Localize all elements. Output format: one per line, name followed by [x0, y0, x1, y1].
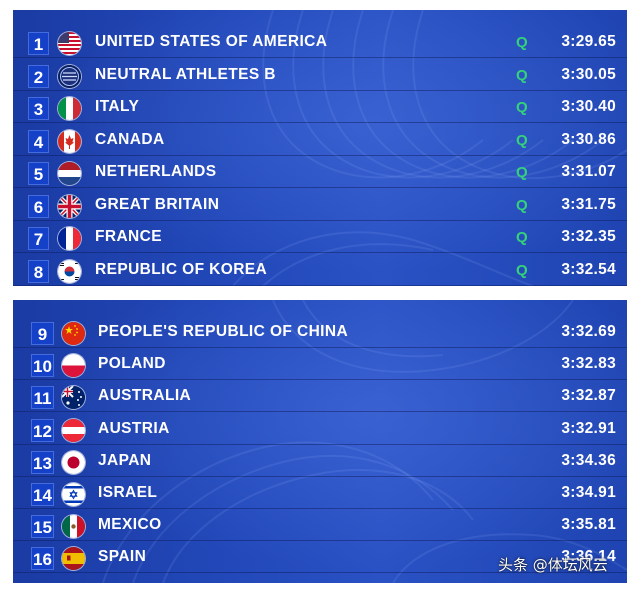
austria-flag-icon: [62, 418, 85, 442]
result-row: 5 NETHERLANDS Q 3:31.07: [13, 158, 627, 188]
result-row: 11 AUSTRALIA 3:32.87: [13, 382, 627, 413]
result-row: 8 REPUBLIC OF KOREA Q 3:32.54: [13, 256, 627, 286]
rank-badge: 9: [31, 322, 54, 345]
usa-flag-icon: [58, 32, 81, 55]
country-name: ISRAEL: [98, 484, 158, 501]
rank-badge: 10: [31, 354, 54, 378]
country-name: JAPAN: [98, 451, 152, 469]
result-row: 4 CANADA Q 3:30.86: [13, 126, 627, 156]
result-row: 3 ITALY Q 3:30.40: [13, 93, 627, 123]
australia-flag-icon: [62, 386, 85, 410]
result-time: 3:30.05: [561, 65, 616, 83]
qualified-mark: Q: [516, 196, 528, 214]
qualified-mark: Q: [516, 99, 528, 116]
result-row: 14 ISRAEL 3:34.91: [13, 479, 627, 509]
mexico-flag-icon: [62, 515, 85, 539]
country-name: MEXICO: [98, 516, 162, 534]
qualified-results-panel: 1 UNITED STATES OF AMERICA Q 3:29.65 2 NEUTRA…: [13, 10, 627, 286]
rank-badge: 5: [28, 162, 49, 185]
country-name: UNITED STATES OF AMERICA: [95, 33, 328, 50]
country-name: PEOPLE'S REPUBLIC OF CHINA: [98, 323, 349, 340]
result-row: 2 NEUTRAL ATHLETES B Q 3:30.05: [13, 61, 627, 91]
rank-badge: 13: [31, 450, 54, 474]
qualified-mark: Q: [516, 131, 528, 149]
rank-badge: 3: [28, 97, 49, 120]
result-time: 3:30.86: [561, 130, 616, 148]
result-row: 10 POLAND 3:32.83: [13, 350, 627, 381]
result-time: 3:34.91: [561, 484, 616, 501]
rank-badge: 7: [28, 227, 49, 250]
other-results-panel: 9 PEOPLE'S REPUBLIC OF CHINA 3:32.69 10 POLA…: [13, 300, 627, 583]
country-name: GREAT BRITAIN: [95, 195, 220, 213]
result-time: 3:32.35: [561, 228, 616, 245]
china-flag-icon: [62, 322, 85, 345]
rank-badge: 6: [28, 194, 49, 218]
france-flag-icon: [58, 227, 81, 250]
rank-badge: 14: [31, 483, 54, 506]
great-britain-flag-icon: [58, 194, 81, 218]
country-name: AUSTRALIA: [98, 387, 192, 405]
country-name: ITALY: [95, 98, 140, 115]
canada-flag-icon: [58, 129, 81, 153]
rank-badge: 16: [31, 547, 54, 571]
netherlands-flag-icon: [58, 162, 81, 185]
qualified-mark: Q: [516, 66, 528, 84]
result-time: 3:35.81: [561, 516, 616, 534]
italy-flag-icon: [58, 97, 81, 120]
country-name: NEUTRAL ATHLETES B: [95, 65, 276, 83]
rank-badge: 1: [28, 32, 49, 55]
rank-badge: 2: [28, 64, 49, 88]
result-row: 7 FRANCE Q 3:32.35: [13, 223, 627, 253]
country-name: FRANCE: [95, 228, 162, 245]
result-time: 3:32.69: [561, 323, 616, 340]
spain-flag-icon: [62, 547, 85, 571]
result-time: 3:32.87: [561, 387, 616, 405]
country-name: CANADA: [95, 130, 165, 148]
korea-flag-icon: [58, 259, 81, 283]
result-row: 15 MEXICO 3:35.81: [13, 511, 627, 542]
japan-flag-icon: [62, 450, 85, 474]
rank-badge: 4: [28, 129, 49, 153]
rank-badge: 12: [31, 418, 54, 442]
qualified-mark: Q: [516, 164, 528, 181]
country-name: REPUBLIC OF KOREA: [95, 260, 268, 278]
result-time: 3:36.14: [561, 548, 616, 566]
watermark: 头条 @体坛风云: [498, 556, 608, 574]
qualified-mark: Q: [516, 229, 528, 246]
result-row: 13 JAPAN 3:34.36: [13, 447, 627, 477]
country-name: POLAND: [98, 355, 166, 373]
country-name: SPAIN: [98, 548, 147, 566]
result-time: 3:32.83: [561, 355, 616, 373]
rank-badge: 15: [31, 515, 54, 539]
rank-badge: 11: [31, 386, 54, 410]
qualified-mark: Q: [516, 261, 528, 279]
result-time: 3:32.91: [561, 419, 616, 437]
result-time: 3:32.54: [561, 260, 616, 278]
result-row: 12 AUSTRIA 3:32.91: [13, 415, 627, 445]
result-time: 3:34.36: [561, 451, 616, 469]
rank-badge: 8: [28, 259, 49, 283]
neutral-athletes-flag-icon: [58, 64, 81, 88]
poland-flag-icon: [62, 354, 85, 378]
result-row: 6 GREAT BRITAIN Q 3:31.75: [13, 191, 627, 221]
result-row: 9 PEOPLE'S REPUBLIC OF CHINA 3:32.69: [13, 318, 627, 348]
result-time: 3:29.65: [561, 33, 616, 50]
result-time: 3:31.07: [561, 163, 616, 180]
country-name: NETHERLANDS: [95, 163, 217, 180]
country-name: AUSTRIA: [98, 419, 170, 437]
result-row: 16 SPAIN 3:36.14: [13, 543, 627, 574]
israel-flag-icon: [62, 483, 85, 506]
result-time: 3:30.40: [561, 98, 616, 115]
result-row: 1 UNITED STATES OF AMERICA Q 3:29.65: [13, 28, 627, 58]
result-time: 3:31.75: [561, 195, 616, 213]
qualified-mark: Q: [516, 34, 528, 51]
